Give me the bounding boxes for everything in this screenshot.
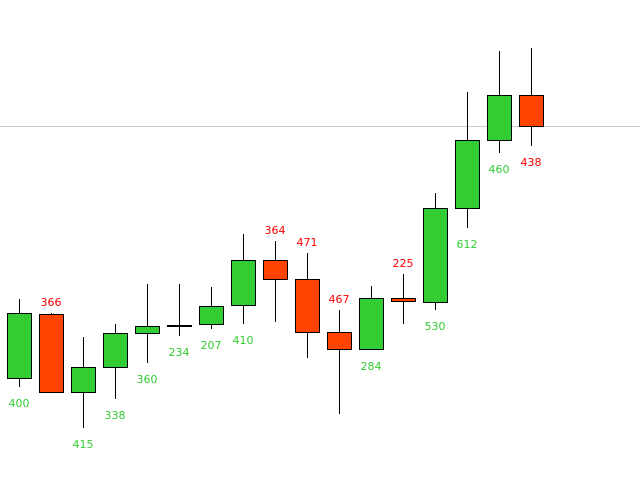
candle-10: 471 [295, 236, 320, 358]
candle-14: 530 [423, 193, 448, 333]
candle-label: 467 [329, 293, 350, 306]
candle-12: 284 [359, 286, 384, 373]
candle-5: 360 [135, 284, 160, 386]
candle-body [519, 95, 544, 127]
candle-body [423, 208, 448, 303]
candle-body [39, 314, 64, 393]
candle-body [135, 326, 160, 334]
candle-body [167, 325, 192, 327]
candle-17: 438 [519, 48, 544, 169]
candle-label: 530 [425, 320, 446, 333]
candle-body [295, 279, 320, 333]
candle-label: 225 [393, 257, 414, 270]
candle-label: 400 [9, 397, 30, 410]
candle-label: 364 [265, 224, 286, 237]
candle-2: 366 [39, 296, 64, 393]
candle-body [455, 140, 480, 209]
candle-label: 360 [137, 373, 158, 386]
candle-label: 415 [73, 438, 94, 451]
candle-body [71, 367, 96, 393]
candle-label: 471 [297, 236, 318, 249]
candle-body [391, 298, 416, 302]
candle-label: 366 [41, 296, 62, 309]
candle-6: 234 [167, 284, 192, 359]
candle-1: 400 [7, 299, 32, 410]
candle-label: 438 [521, 156, 542, 169]
candle-label: 612 [457, 238, 478, 251]
candle-15: 612 [455, 92, 480, 251]
candle-3: 415 [71, 337, 96, 451]
candle-label: 207 [201, 339, 222, 352]
candle-label: 284 [361, 360, 382, 373]
candle-label: 338 [105, 409, 126, 422]
candle-body [487, 95, 512, 141]
candle-11: 467 [327, 293, 352, 414]
candle-body [231, 260, 256, 306]
candle-label: 410 [233, 334, 254, 347]
candle-4: 338 [103, 324, 128, 422]
candle-body [327, 332, 352, 350]
candle-7: 207 [199, 287, 224, 352]
candle-body [7, 313, 32, 379]
candle-body [359, 298, 384, 350]
candle-13: 225 [391, 257, 416, 324]
candle-8: 410 [231, 234, 256, 347]
candle-body [103, 333, 128, 368]
candle-9: 364 [263, 224, 288, 322]
candle-16: 460 [487, 51, 512, 176]
candle-body [263, 260, 288, 280]
candle-label: 234 [169, 346, 190, 359]
candle-body [199, 306, 224, 325]
candle-label: 460 [489, 163, 510, 176]
